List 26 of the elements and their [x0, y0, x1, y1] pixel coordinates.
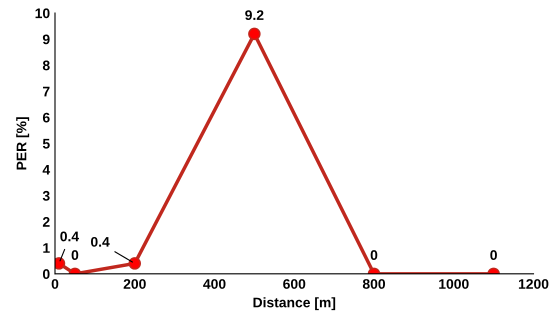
y-tick-label: 8: [42, 60, 50, 70]
y-tick-label: 10: [36, 8, 50, 18]
y-axis-title: PER [%]: [16, 117, 30, 170]
data-label: 0.4: [60, 232, 80, 242]
y-tick-label: 3: [42, 190, 50, 201]
x-tick-label: 400: [203, 279, 226, 289]
y-tick-label: 2: [42, 217, 50, 227]
y-tick-label: 9: [42, 34, 50, 44]
data-label: 0.4: [90, 236, 110, 247]
y-tick-label: 7: [43, 86, 50, 96]
y-tick-label: 4: [42, 164, 50, 175]
y-tick-label: 0: [42, 269, 50, 280]
data-label: 0: [370, 250, 378, 260]
x-tick-label: 0: [52, 279, 58, 289]
x-tick-label: 1000: [439, 279, 469, 289]
data-label: 0: [72, 250, 78, 260]
x-tick-label: 1200: [518, 279, 548, 289]
y-tick-label: 5: [42, 138, 50, 149]
y-tick-label: 6: [42, 112, 50, 123]
data-label: 0: [490, 250, 497, 260]
x-tick-label: 200: [124, 279, 146, 289]
y-tick-label: 1: [43, 243, 50, 253]
x-tick-label: 600: [283, 279, 306, 289]
data-label: 9.2: [245, 10, 264, 20]
x-tick-label: 800: [362, 279, 386, 289]
x-axis-title: Distance [m]: [254, 297, 336, 310]
